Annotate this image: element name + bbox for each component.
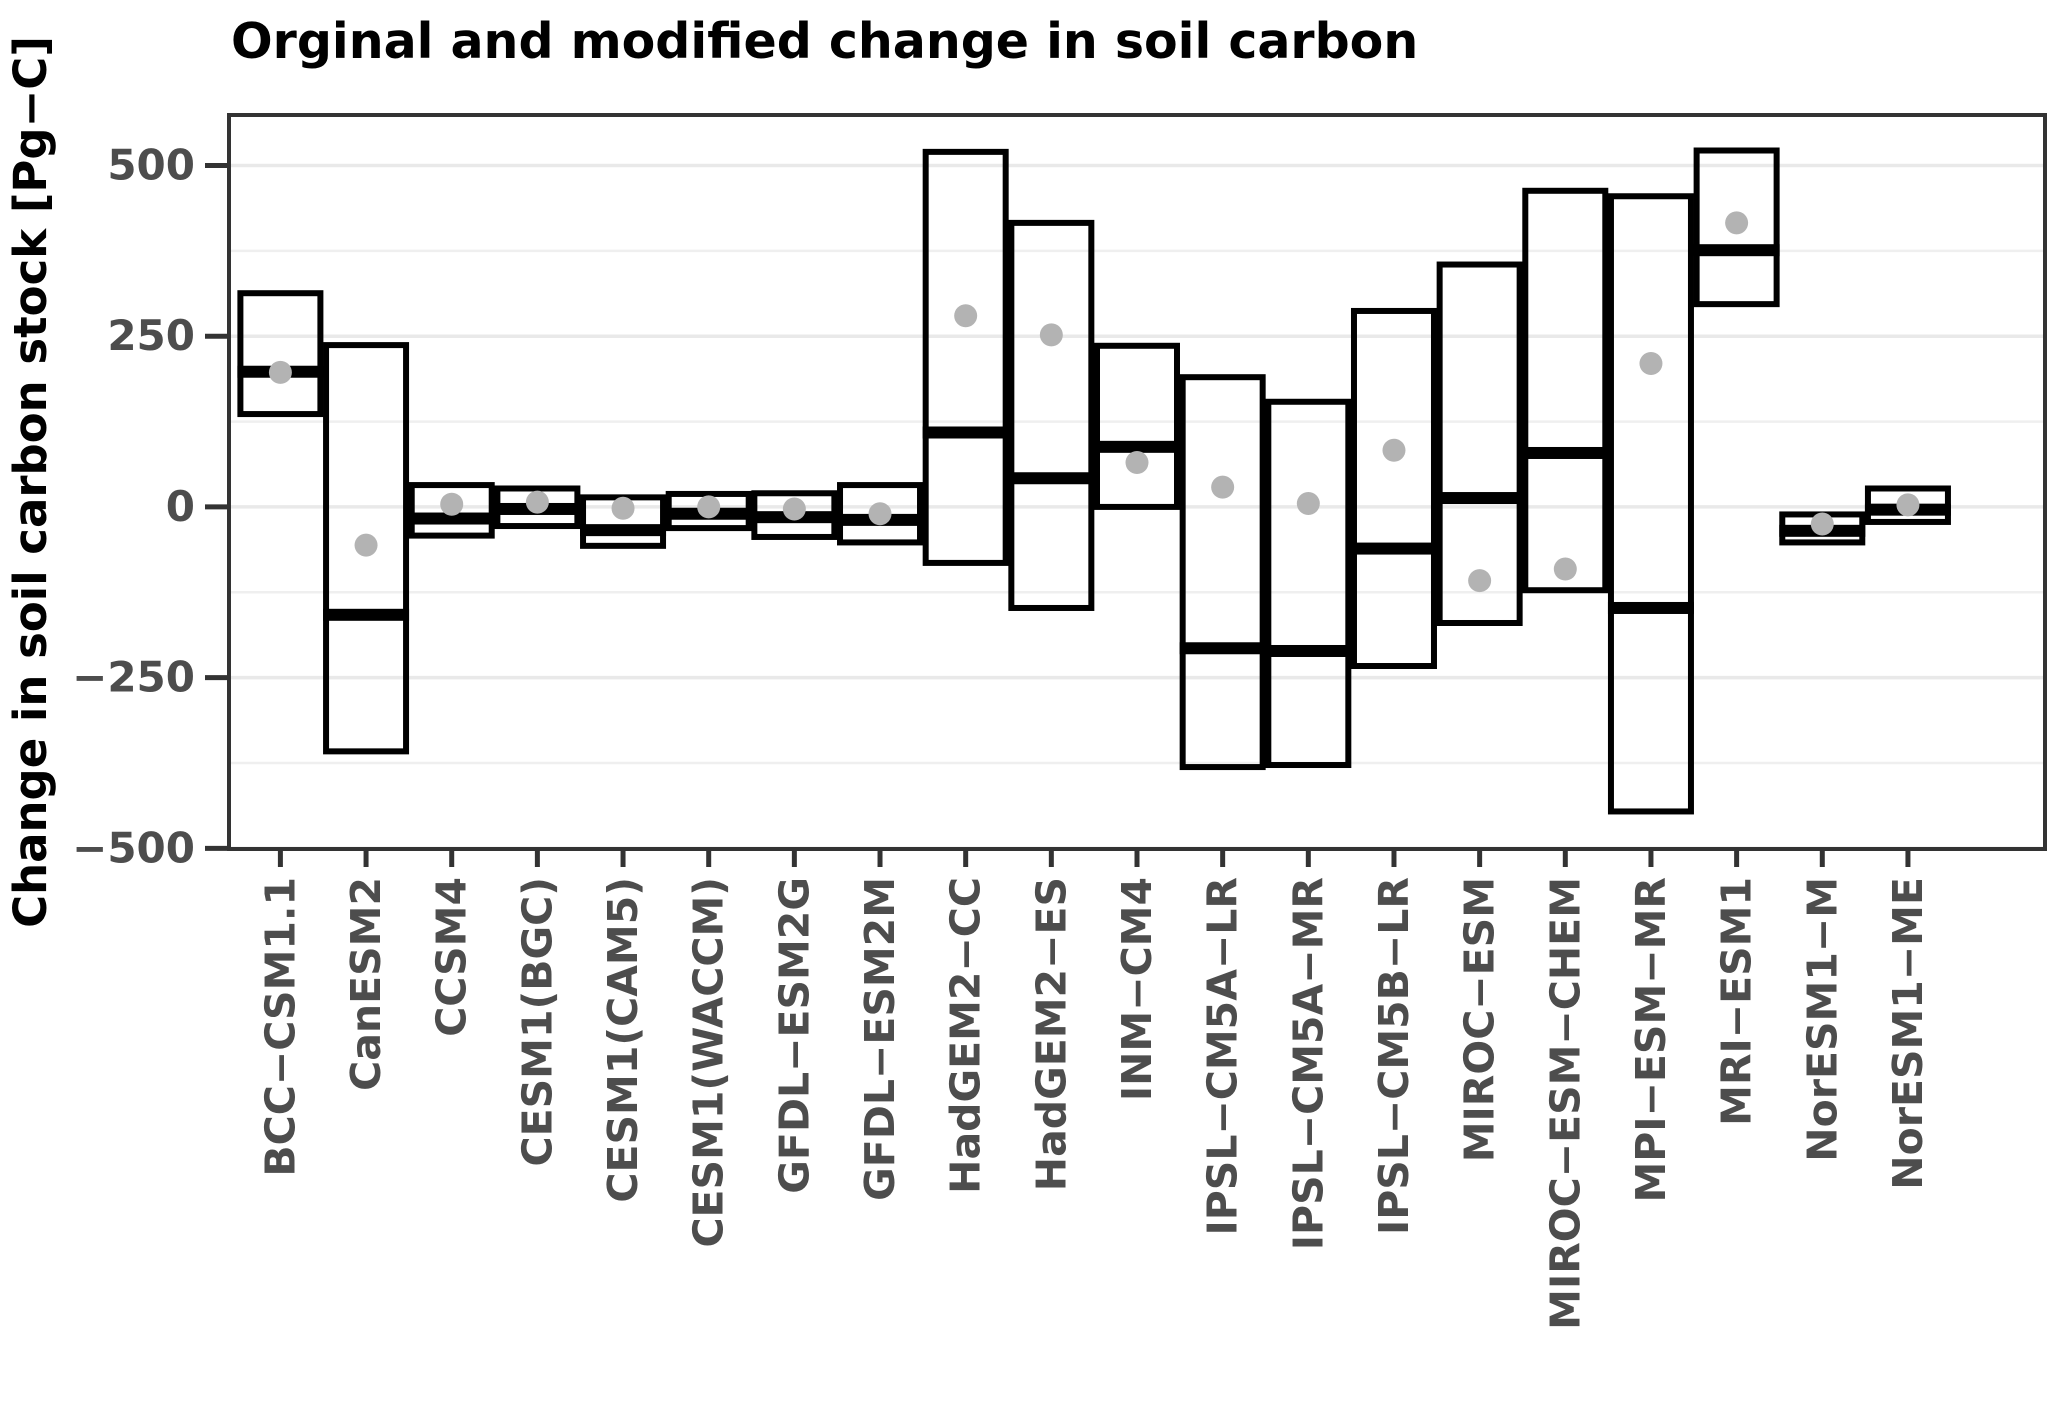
x-category-label: HadGEM2−ES xyxy=(1027,877,1075,1191)
crossbar-midline xyxy=(1179,642,1266,655)
original-value-dot xyxy=(697,495,721,519)
x-category-label: MIROC−ESM−CHEM xyxy=(1541,877,1589,1330)
original-value-dot xyxy=(1810,512,1834,536)
y-tick-label: −500 xyxy=(72,823,195,872)
panel-border xyxy=(227,113,2047,851)
crossbar-data-layer xyxy=(237,147,1951,815)
crossbar-box xyxy=(1522,187,1609,594)
y-axis-title: Change in soil carbon stock [Pg−C] xyxy=(4,36,57,928)
original-value-dot xyxy=(1896,493,1920,517)
y-tick-label: 0 xyxy=(166,482,195,531)
crossbar-box xyxy=(1265,398,1352,769)
chart-title: Orginal and modified change in soil carb… xyxy=(231,13,1418,70)
crossbar-midline xyxy=(1265,644,1352,657)
original-value-dot xyxy=(1211,475,1235,499)
x-category-label: CCSM4 xyxy=(428,877,476,1037)
x-category-label: MRI−ESM1 xyxy=(1713,877,1761,1126)
crossbar-midline xyxy=(1522,446,1609,459)
crossbar-box xyxy=(1436,261,1523,626)
y-tick-label: −250 xyxy=(72,653,195,702)
original-value-dot xyxy=(782,497,806,521)
original-value-dot xyxy=(1725,211,1749,235)
original-value-dot xyxy=(440,492,464,516)
crossbar-box xyxy=(1008,219,1095,611)
crossbar-box xyxy=(408,482,495,539)
axis-layer: 500 250 0 −250 −500 BCC−CSM1.1 CanESM2 CCSM4 CES… xyxy=(72,141,1932,1330)
crossbar-midline xyxy=(408,512,495,525)
original-value-dot xyxy=(268,360,292,384)
crossbar-midline xyxy=(1436,492,1523,505)
x-category-label: IPSL−CM5A−LR xyxy=(1199,877,1247,1236)
crossbar-box xyxy=(837,482,924,546)
crossbar-midline xyxy=(922,426,1009,439)
x-category-label: GFDL−ESM2M xyxy=(856,877,904,1201)
original-value-dot xyxy=(354,533,378,557)
x-category-label: MPI−ESM−MR xyxy=(1627,877,1675,1203)
x-category-label: INM−CM4 xyxy=(1113,877,1161,1101)
crossbar-midline xyxy=(1693,244,1780,257)
x-category-label: IPSL−CM5B−LR xyxy=(1370,877,1418,1235)
original-value-dot xyxy=(611,496,635,520)
x-category-label: CanESM2 xyxy=(342,877,390,1091)
crossbar-midline xyxy=(580,524,667,537)
original-value-dot xyxy=(954,304,978,328)
crossbar-midline xyxy=(323,608,410,621)
crossbar-box xyxy=(1607,193,1694,815)
crossbar-box xyxy=(1693,147,1780,308)
x-category-label: MIROC−ESM xyxy=(1456,877,1504,1162)
original-value-dot xyxy=(1553,557,1577,581)
x-category-label: BCC−CSM1.1 xyxy=(256,877,304,1177)
crossbar-midline xyxy=(1350,542,1437,555)
x-category-label: NorESM1−M xyxy=(1798,877,1846,1162)
crossbar-box xyxy=(1350,307,1437,670)
original-value-dot xyxy=(1125,451,1149,475)
crossbar-box xyxy=(1094,342,1180,510)
crossbar-midline xyxy=(1094,440,1180,453)
x-category-label: CESM1(BGC) xyxy=(513,877,561,1166)
x-category-label: CESM1(WACCM) xyxy=(685,877,733,1248)
crossbar-box xyxy=(922,148,1009,566)
x-category-label: CESM1(CAM5) xyxy=(599,877,647,1203)
original-value-dot xyxy=(1468,569,1492,593)
original-value-dot xyxy=(1639,352,1663,376)
x-category-label: IPSL−CM5A−MR xyxy=(1284,877,1332,1250)
crossbar-midline xyxy=(1008,472,1095,485)
original-value-dot xyxy=(1382,438,1406,462)
y-tick-label: 250 xyxy=(107,311,195,360)
x-category-label: HadGEM2−CC xyxy=(942,877,990,1194)
crossbar-midline xyxy=(1607,601,1694,614)
original-value-dot xyxy=(868,502,892,526)
original-value-dot xyxy=(1296,492,1320,516)
original-value-dot xyxy=(1039,323,1063,347)
x-category-label: GFDL−ESM2G xyxy=(770,877,818,1194)
crossbar-box xyxy=(323,342,410,755)
x-category-label: NorESM1−ME xyxy=(1884,877,1932,1190)
y-tick-label: 500 xyxy=(107,141,195,190)
crossbar-box xyxy=(237,290,324,418)
original-value-dot xyxy=(525,490,549,514)
crossbar-box xyxy=(1179,374,1266,771)
